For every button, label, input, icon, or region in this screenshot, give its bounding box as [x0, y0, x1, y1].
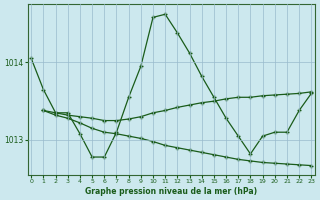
- X-axis label: Graphe pression niveau de la mer (hPa): Graphe pression niveau de la mer (hPa): [85, 187, 257, 196]
